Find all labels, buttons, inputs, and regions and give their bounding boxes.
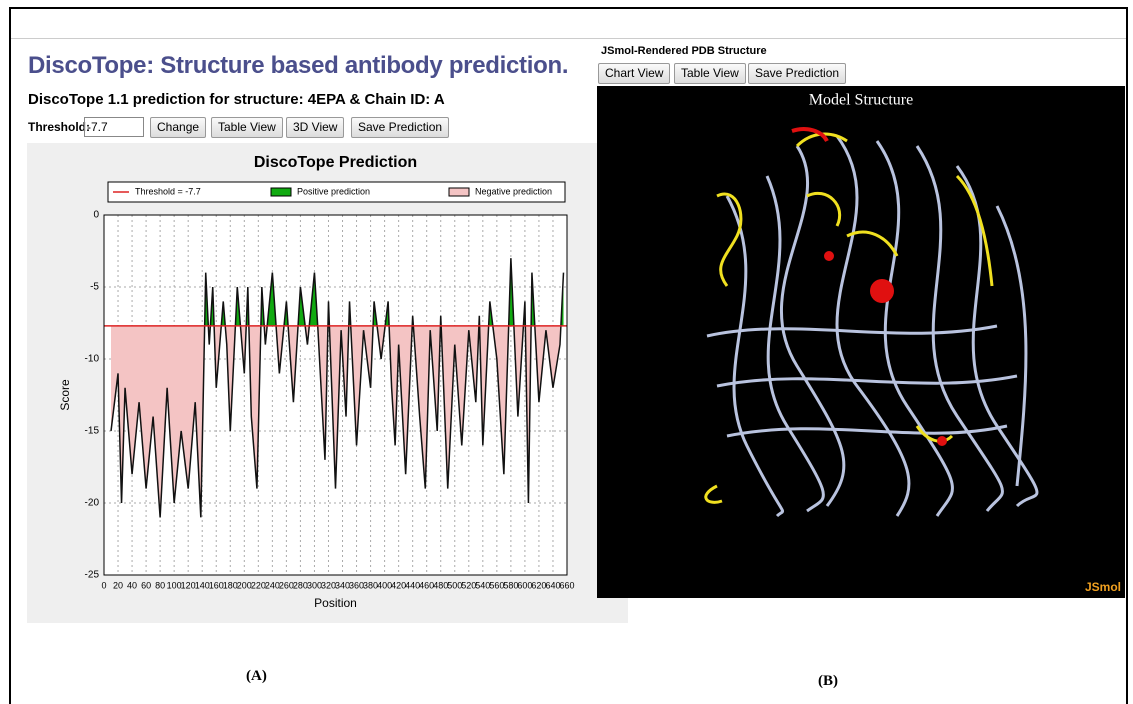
x-tick-label: 460 [419, 580, 434, 590]
frame-top [9, 7, 1128, 9]
x-tick-label: 320 [321, 580, 336, 590]
caption-b: (B) [818, 673, 838, 690]
jsmol-brand: JSmol [1085, 580, 1121, 594]
x-tick-label: 120 [181, 580, 196, 590]
x-tick-label: 520 [461, 580, 476, 590]
table-view-button[interactable]: Table View [211, 117, 283, 138]
save-prediction-button[interactable]: Save Prediction [748, 63, 846, 84]
page-title: DiscoTope: Structure based antibody pred… [28, 52, 568, 80]
subtitle: DiscoTope 1.1 prediction for structure: … [28, 91, 445, 108]
x-tick-label: 340 [335, 580, 350, 590]
3d-view-button[interactable]: 3D View [286, 117, 344, 138]
x-tick-label: 620 [531, 580, 546, 590]
x-tick-label: 140 [195, 580, 210, 590]
x-tick-label: 400 [377, 580, 392, 590]
save-prediction-button[interactable]: Save Prediction [351, 117, 449, 138]
page: DiscoTope: Structure based antibody pred… [0, 0, 1133, 704]
chart-view-button[interactable]: Chart View [598, 63, 670, 84]
change-button[interactable]: Change [150, 117, 206, 138]
threshold-input[interactable]: -7.7 [84, 117, 144, 137]
x-tick-label: 640 [545, 580, 560, 590]
x-tick-label: 280 [293, 580, 308, 590]
x-tick-label: 660 [559, 580, 574, 590]
chart: DiscoTope Prediction -25 -20 -15 -10 -5 0 0 20 40… [27, 143, 628, 623]
x-tick-label: 500 [447, 580, 462, 590]
x-tick-label: 80 [155, 580, 165, 590]
x-tick-label: 560 [489, 580, 504, 590]
x-tick-label: 300 [307, 580, 322, 590]
x-tick-label: 180 [223, 580, 238, 590]
x-tick-label: 60 [141, 580, 151, 590]
x-tick-label: 600 [517, 580, 532, 590]
legend-swatch [449, 188, 469, 196]
x-tick-label: 580 [503, 580, 518, 590]
x-axis-label: Position [314, 596, 357, 610]
legend-label: Threshold = -7.7 [135, 186, 201, 196]
legend-swatch [271, 188, 291, 196]
x-tick-label: 40 [127, 580, 137, 590]
legend-label: Positive prediction [297, 186, 370, 196]
frame-right [1126, 7, 1128, 704]
frame-left [9, 7, 11, 704]
viewer-background [597, 86, 1125, 598]
y-tick-label: -10 [85, 354, 100, 365]
x-tick-label: 200 [237, 580, 252, 590]
x-tick-label: 540 [475, 580, 490, 590]
y-tick-label: -25 [85, 570, 100, 581]
x-tick-label: 380 [363, 580, 378, 590]
x-tick-label: 420 [391, 580, 406, 590]
x-tick-label: 360 [349, 580, 364, 590]
x-tick-label: 100 [167, 580, 182, 590]
viewer-title: Model Structure [809, 92, 913, 109]
legend-label: Negative prediction [475, 186, 552, 196]
x-tick-label: 0 [101, 580, 106, 590]
y-tick-label: -20 [85, 498, 100, 509]
jsmol-title: JSmol-Rendered PDB Structure [601, 45, 767, 57]
x-tick-label: 260 [279, 580, 294, 590]
x-tick-label: 160 [209, 580, 224, 590]
y-axis-label: Score [58, 379, 72, 411]
caption-a: (A) [246, 668, 267, 685]
x-tick-label: 220 [251, 580, 266, 590]
x-tick-label: 440 [405, 580, 420, 590]
y-tick-label: 0 [93, 210, 99, 221]
x-tick-label: 20 [113, 580, 123, 590]
y-tick-label: -5 [90, 282, 99, 293]
threshold-label: Threshold: [28, 120, 90, 134]
divider [11, 38, 1126, 39]
jsmol-viewer: Model Structure JSmol [597, 86, 1125, 598]
x-tick-label: 240 [265, 580, 280, 590]
table-view-button[interactable]: Table View [674, 63, 746, 84]
x-tick-label: 480 [433, 580, 448, 590]
chart-title: DiscoTope Prediction [254, 154, 417, 171]
y-tick-label: -15 [85, 426, 100, 437]
